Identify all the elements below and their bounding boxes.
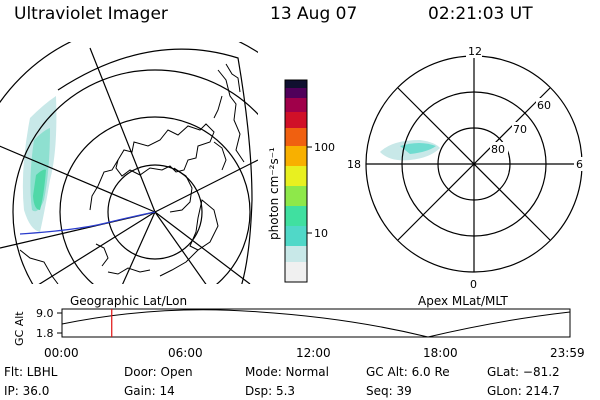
mlt-label-0: 0: [470, 278, 477, 291]
time-tick-0600: 06:00: [168, 346, 203, 360]
mlat-label-80: 80: [491, 143, 505, 156]
coastlines: [19, 63, 245, 284]
colorbar-seg: [285, 112, 307, 128]
mode-info: Mode: Normal: [245, 365, 329, 379]
polar-plot: 12 18 6 0 60 70 80: [346, 44, 586, 291]
colorbar-unit: photon cm⁻²s⁻¹: [267, 147, 281, 240]
colorbar-tick-10: 10: [314, 227, 328, 240]
time-tick-0000: 00:00: [44, 346, 79, 360]
geographic-grid: [0, 42, 258, 284]
colorbar-seg: [285, 246, 307, 262]
colorbar-seg: [285, 206, 307, 226]
gc-alt-label: GC Alt: [13, 311, 26, 346]
altitude-plot: 9.0 1.8 GC Alt 00:00 06:00 12:00 18:00 2…: [13, 307, 585, 360]
glon-info: GLon: 214.7: [487, 384, 560, 398]
colorbar-tick-100: 100: [314, 141, 335, 154]
colorbar-seg: [285, 226, 307, 246]
mlat-label-70: 70: [513, 123, 527, 136]
gc-alt-tick-9: 9.0: [36, 307, 54, 320]
seq-info: Seq: 39: [366, 384, 412, 398]
time-tick-1200: 12:00: [296, 346, 331, 360]
apex-label: Apex MLat/MLT: [418, 294, 508, 308]
colorbar-seg: [285, 262, 307, 282]
colorbar-seg: [285, 146, 307, 166]
gc-alt-tick-1: 1.8: [36, 327, 54, 340]
colorbar-seg: [285, 128, 307, 146]
glat-info: GLat: −81.2: [487, 365, 560, 379]
info-panel: Flt: LBHL IP: 36.0 Door: Open Gain: 14 M…: [4, 365, 560, 398]
filter-info: Flt: LBHL: [4, 365, 58, 379]
track-line: [19, 211, 156, 235]
date-label: 13 Aug 07: [270, 4, 358, 24]
colorbar-seg: [285, 98, 307, 112]
page-title: Ultraviolet Imager: [14, 4, 168, 24]
colorbar-seg: [285, 166, 307, 186]
time-label: 02:21:03 UT: [428, 4, 533, 24]
dsp-info: Dsp: 5.3: [245, 384, 295, 398]
gcalt-info: GC Alt: 6.0 Re: [366, 365, 450, 379]
colorbar-seg: [285, 186, 307, 206]
ip-info: IP: 36.0: [4, 384, 49, 398]
mlat-label-60: 60: [537, 99, 551, 112]
colorbar: 100 10 photon cm⁻²s⁻¹: [267, 79, 335, 283]
geographic-label: Geographic Lat/Lon: [70, 294, 187, 308]
time-tick-2359: 23:59: [550, 346, 585, 360]
mlt-label-18: 18: [347, 158, 361, 171]
colorbar-seg: [285, 88, 307, 98]
aurora-emission-left: [22, 96, 57, 232]
gain-info: Gain: 14: [124, 384, 175, 398]
mlt-label-12: 12: [468, 45, 482, 58]
door-info: Door: Open: [124, 365, 193, 379]
colorbar-seg: [285, 80, 307, 88]
mlt-label-6: 6: [576, 158, 583, 171]
geographic-map: [0, 42, 258, 284]
altitude-curve: [61, 309, 571, 338]
time-tick-1800: 18:00: [423, 346, 458, 360]
